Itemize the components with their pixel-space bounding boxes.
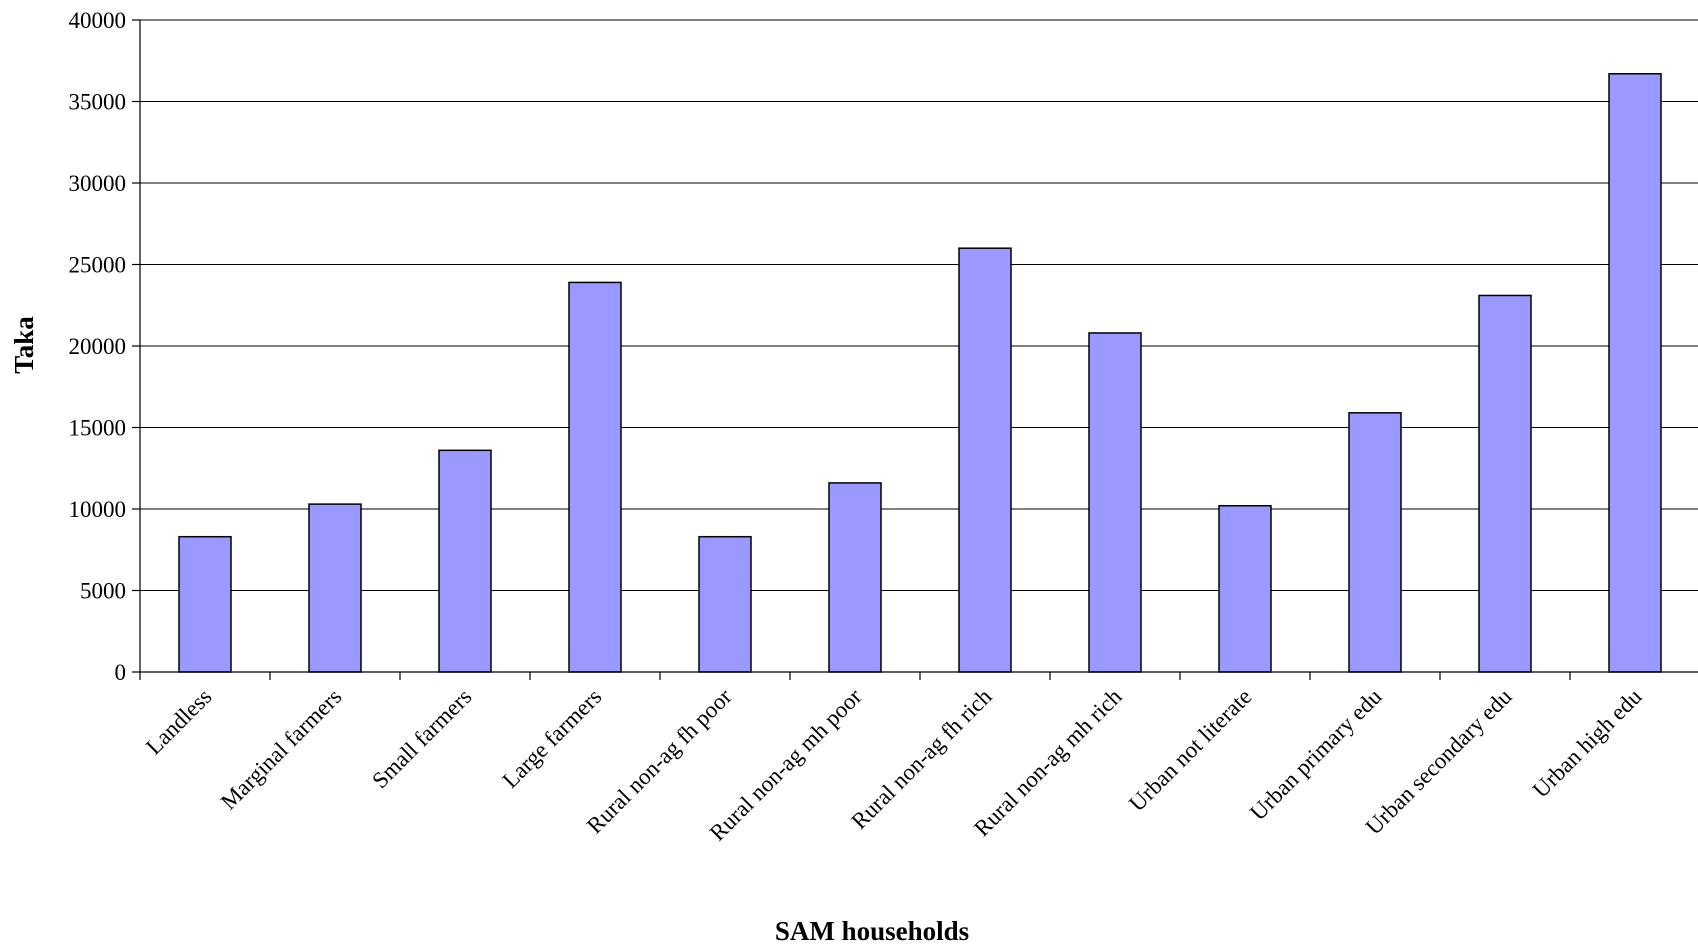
- y-tick-label: 40000: [69, 8, 127, 33]
- y-tick-label: 35000: [69, 90, 127, 115]
- bar: [1608, 73, 1662, 673]
- gridlines: [140, 19, 1698, 591]
- bar: [1478, 294, 1532, 673]
- y-tick-label: 15000: [69, 416, 127, 441]
- x-category-label: Landless: [141, 684, 217, 760]
- y-tick-label: 25000: [69, 253, 127, 278]
- x-category-label: Large farmers: [497, 684, 606, 793]
- x-category-label: Rural non-ag fh poor: [582, 684, 737, 839]
- x-category-label: Urban primary edu: [1245, 684, 1387, 826]
- x-tick-labels: Landless Marginal farmers Small farmers Lar…: [141, 684, 1647, 846]
- bar: [308, 503, 362, 673]
- bar: [828, 482, 882, 673]
- bar: [1348, 412, 1402, 673]
- bars: [178, 73, 1662, 673]
- bar: [1218, 504, 1272, 673]
- bar: [568, 281, 622, 673]
- y-tick-label: 5000: [80, 579, 126, 604]
- bar: [698, 535, 752, 673]
- y-tick-label: 0: [115, 660, 127, 685]
- y-axis-title: Taka: [9, 316, 39, 374]
- bar: [438, 449, 492, 673]
- y-tick-label: 20000: [69, 334, 127, 359]
- y-tick-labels: 0 5000 10000 15000 20000 25000 30000 35000 40000: [69, 8, 127, 685]
- x-category-label: Urban secondary edu: [1361, 684, 1517, 840]
- axes: [132, 19, 1698, 680]
- x-category-label: Marginal farmers: [216, 684, 347, 815]
- y-tick-label: 10000: [69, 497, 127, 522]
- bar: [958, 247, 1012, 673]
- bar: [178, 535, 232, 673]
- x-category-label: Rural non-ag mh rich: [969, 684, 1127, 842]
- bar: [1088, 332, 1142, 673]
- x-axis-title: SAM households: [775, 916, 969, 946]
- x-category-label: Small farmers: [367, 684, 476, 793]
- x-category-label: Urban high edu: [1528, 684, 1647, 803]
- y-tick-label: 30000: [69, 171, 127, 196]
- x-category-label: Urban not literate: [1124, 684, 1256, 816]
- x-category-label: Rural non-ag fh rich: [847, 684, 997, 834]
